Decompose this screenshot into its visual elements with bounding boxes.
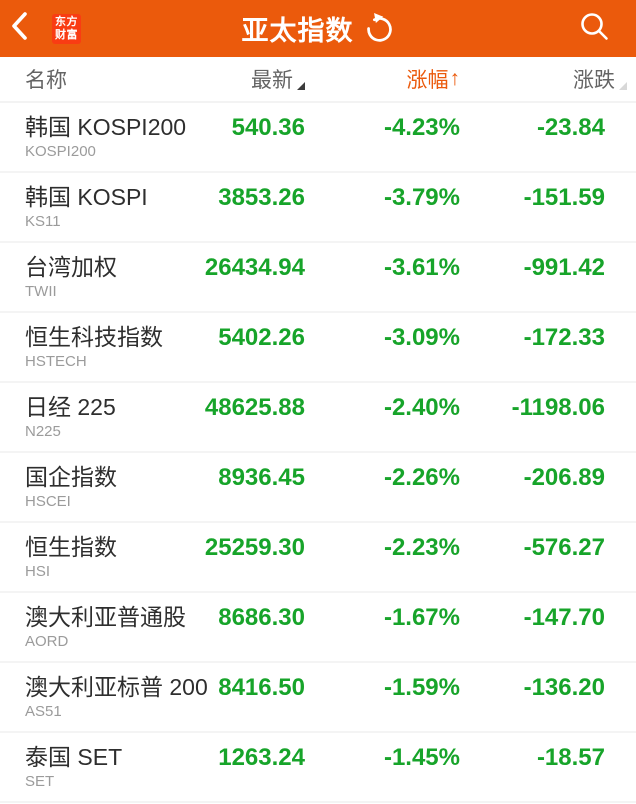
index-row-hscei[interactable]: 国企指数 HSCEI 8936.45 -2.26% -206.89 — [0, 453, 636, 523]
sort-corner-icon — [619, 72, 627, 96]
index-code: AORD — [25, 633, 69, 650]
index-code: N225 — [25, 423, 61, 440]
change-value: -206.89 — [523, 464, 605, 491]
column-name-label: 名称 — [25, 69, 67, 92]
index-list: 韩国 KOSPI200 KOSPI200 540.36 -4.23% -23.8… — [0, 103, 636, 803]
index-code: HSCEI — [25, 493, 71, 510]
change-value: -991.42 — [523, 254, 605, 281]
index-row-set[interactable]: 泰国 SET SET 1263.24 -1.45% -18.57 — [0, 733, 636, 803]
app-header: 东方 财富 亚太指数 — [0, 0, 636, 57]
index-row-hstech[interactable]: 恒生科技指数 HSTECH 5402.26 -3.09% -172.33 — [0, 313, 636, 383]
last-price: 8416.50 — [218, 674, 305, 701]
index-row-kospi[interactable]: 韩国 KOSPI KS11 3853.26 -3.79% -151.59 — [0, 173, 636, 243]
index-name: 韩国 KOSPI200 — [25, 114, 187, 140]
logo-line-2: 财富 — [55, 29, 78, 41]
last-price: 1263.24 — [218, 744, 305, 771]
index-row-n225[interactable]: 日经 225 N225 48625.88 -2.40% -1198.06 — [0, 383, 636, 453]
change-pct: -1.59% — [383, 674, 460, 701]
change-value: -172.33 — [523, 324, 605, 351]
index-name: 恒生科技指数 — [25, 324, 163, 350]
index-name: 泰国 SET — [25, 744, 123, 770]
column-header-name[interactable]: 名称 — [25, 64, 155, 94]
search-button[interactable] — [572, 0, 616, 57]
last-price: 5402.26 — [218, 324, 305, 351]
page-title: 亚太指数 — [241, 16, 354, 46]
last-price: 8936.45 — [218, 464, 305, 491]
column-chg-label: 涨跌 — [573, 69, 615, 92]
table-header: 名称 最新 涨幅 ↑ 涨跌 — [0, 57, 636, 103]
sort-corner-icon — [297, 72, 305, 96]
index-row-as51[interactable]: 澳大利亚标普 200 AS51 8416.50 -1.59% -136.20 — [0, 663, 636, 733]
logo-line-1: 东方 — [55, 16, 78, 28]
index-name: 恒生指数 — [25, 534, 117, 560]
index-name: 国企指数 — [25, 464, 117, 490]
change-pct: -3.79% — [383, 184, 460, 211]
last-price: 48625.88 — [204, 394, 305, 421]
change-value: -151.59 — [523, 184, 605, 211]
index-name: 韩国 KOSPI — [25, 184, 148, 210]
eastmoney-logo: 东方 财富 — [52, 14, 81, 44]
column-pct-label: 涨幅 — [406, 69, 449, 92]
index-name: 澳大利亚标普 200 — [25, 674, 208, 700]
column-header-last[interactable]: 最新 — [155, 64, 305, 94]
change-value: -147.70 — [523, 604, 605, 631]
column-header-change[interactable]: 涨跌 — [482, 64, 627, 94]
change-value: -576.27 — [523, 534, 605, 561]
sort-up-arrow-icon: ↑ — [449, 67, 461, 90]
index-name: 日经 225 — [25, 394, 116, 420]
change-pct: -2.23% — [383, 534, 460, 561]
change-pct: -2.40% — [383, 394, 460, 421]
column-last-label: 最新 — [251, 69, 293, 92]
change-value: -136.20 — [523, 674, 605, 701]
chevron-left-icon — [10, 11, 29, 46]
index-code: HSI — [25, 563, 51, 580]
index-code: KS11 — [25, 213, 61, 230]
index-row-hsi[interactable]: 恒生指数 HSI 25259.30 -2.23% -576.27 — [0, 523, 636, 593]
index-row-twii[interactable]: 台湾加权 TWII 26434.94 -3.61% -991.42 — [0, 243, 636, 313]
index-row-kospi200[interactable]: 韩国 KOSPI200 KOSPI200 540.36 -4.23% -23.8… — [0, 103, 636, 173]
change-pct: -1.67% — [383, 604, 460, 631]
last-price: 540.36 — [231, 114, 305, 141]
change-pct: -4.23% — [383, 114, 460, 141]
refresh-icon[interactable] — [364, 13, 395, 44]
last-price: 26434.94 — [204, 254, 305, 281]
change-value: -18.57 — [536, 744, 605, 771]
last-price: 8686.30 — [218, 604, 305, 631]
last-price: 25259.30 — [204, 534, 305, 561]
index-name: 澳大利亚普通股 — [25, 604, 186, 630]
index-name: 台湾加权 — [25, 254, 117, 280]
change-value: -1198.06 — [511, 394, 605, 421]
index-row-aord[interactable]: 澳大利亚普通股 AORD 8686.30 -1.67% -147.70 — [0, 593, 636, 663]
index-code: TWII — [25, 283, 57, 300]
change-value: -23.84 — [536, 114, 605, 141]
index-code: AS51 — [25, 703, 62, 720]
change-pct: -3.61% — [383, 254, 460, 281]
last-price: 3853.26 — [218, 184, 305, 211]
column-header-change-pct[interactable]: 涨幅 ↑ — [305, 64, 461, 94]
index-code: KOSPI200 — [25, 143, 96, 160]
change-pct: -2.26% — [383, 464, 460, 491]
search-icon — [578, 10, 611, 48]
index-code: HSTECH — [25, 353, 87, 370]
change-pct: -3.09% — [383, 324, 460, 351]
change-pct: -1.45% — [383, 744, 460, 771]
back-button[interactable] — [10, 0, 50, 57]
index-code: SET — [25, 773, 55, 790]
